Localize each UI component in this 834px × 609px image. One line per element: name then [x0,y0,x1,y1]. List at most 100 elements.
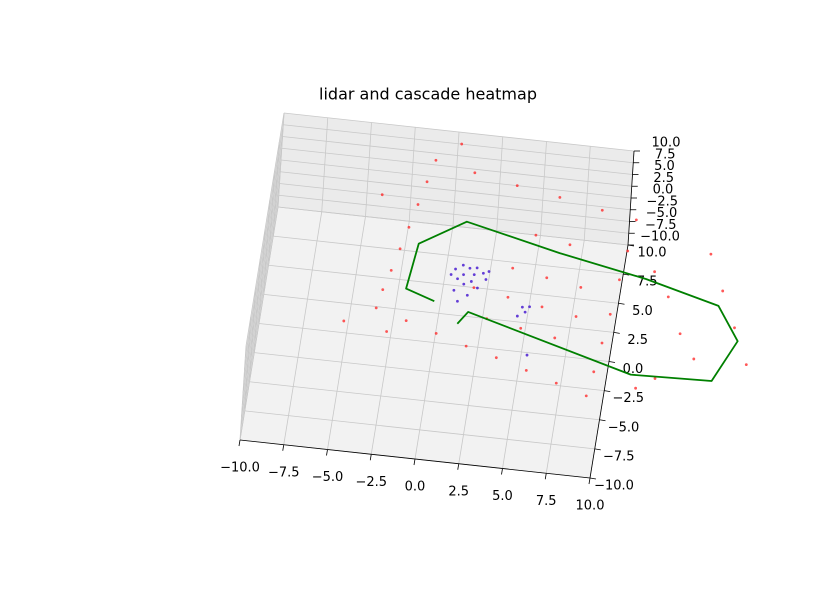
data-point [476,286,479,290]
data-point [452,288,456,292]
data-point [634,218,638,222]
data-point [481,271,485,275]
x-tick-label: 7.5 [536,494,557,509]
grid-line [281,147,632,187]
z-tick-label: −2.5 [646,194,678,209]
z-tick-label: −5.0 [646,206,678,221]
grid-line [254,352,605,392]
data-point [473,171,477,175]
grid-line [239,206,279,441]
data-point [434,158,438,162]
data-point [469,280,473,283]
data-point [528,305,531,309]
x-tick-label: 5.0 [492,489,513,504]
data-point [520,305,524,309]
grid-line [249,381,600,421]
data-point [634,386,637,390]
y-tick-label: −2.5 [612,391,644,406]
tick-mark [613,331,620,334]
x-tick-label: 2.5 [448,484,469,499]
x-tick-label: −2.5 [355,475,387,490]
data-point [579,286,583,289]
grid-line [273,235,624,275]
data-point [454,267,457,271]
tick-mark [594,448,601,451]
tick-mark [623,273,630,276]
grid-line [241,183,280,417]
data-point [618,278,621,282]
data-point [472,286,476,290]
data-point [398,247,402,251]
data-point [666,295,670,299]
data-point [678,332,682,336]
tick-mark [608,361,616,363]
y-tick-label: 5.0 [632,304,653,319]
grid-line [282,136,633,175]
data-point [558,195,562,199]
data-point [434,331,438,335]
y-tick-label: 10.0 [638,246,667,261]
tick-mark [238,439,241,447]
y-tick-label: 2.5 [627,333,648,348]
y-tick-label: −5.0 [608,420,640,435]
data-point [553,336,557,340]
x-axis [239,439,591,479]
tick-mark [599,419,606,422]
tick-mark [413,458,416,466]
data-point [462,282,466,286]
tick-mark [588,477,591,485]
grid-line [242,159,282,394]
data-point [653,377,657,380]
z-tick-label: 7.5 [655,147,676,162]
data-point [692,357,696,361]
data-point [709,252,713,256]
data-point [584,394,588,398]
y-tick-label: −10.0 [594,479,634,494]
data-point [484,278,488,281]
data-point [523,310,527,314]
grid-line [243,148,283,382]
data-point [462,273,465,277]
z-tick-label: −7.5 [645,218,677,233]
data-point [600,208,604,212]
grid-line [277,206,629,246]
data-point [465,293,469,297]
data-point [487,270,491,273]
z-axis [627,150,635,246]
data-point [404,319,408,323]
data-point [494,356,498,360]
grid-line [240,195,280,429]
x-tick-label: −7.5 [268,465,300,480]
y-axis [589,244,629,479]
grid-line [244,136,283,370]
tick-mark [544,473,547,480]
z-tick-label: 10.0 [652,136,681,151]
data-point [554,381,558,385]
data-point [744,363,748,367]
data-point [511,266,515,270]
z-tick-label: 2.5 [653,171,674,186]
data-point [461,263,465,267]
data-point [407,225,411,229]
data-point [506,295,510,299]
data-point [385,330,388,333]
grid-line [241,171,281,405]
tick-mark [501,468,503,475]
data-point [568,243,572,247]
chart-title: lidar and cascade heatmap [319,85,537,104]
grid-line [244,124,284,358]
grid-line [278,194,629,234]
data-point [525,353,529,357]
x-tick-label: −10.0 [220,461,260,476]
data-point [519,326,523,330]
grid-line [258,323,610,362]
data-point [653,270,656,274]
grid-line [283,112,635,152]
data-point [626,249,630,253]
data-point [468,266,472,270]
data-point [456,299,459,303]
data-point [515,314,519,318]
data-point [472,273,476,277]
data-point [608,312,612,316]
